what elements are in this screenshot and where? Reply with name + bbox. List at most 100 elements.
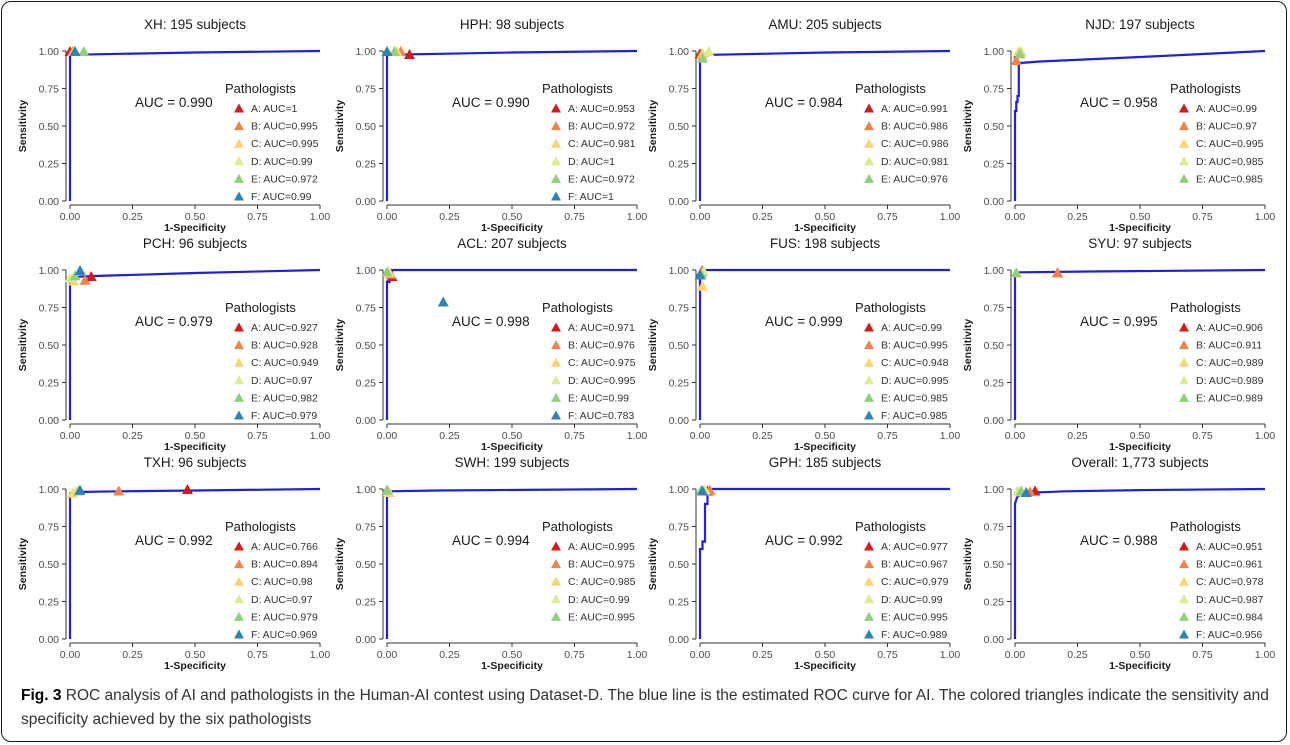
legend-entry: D: AUC=0.995: [881, 375, 949, 387]
roc-panel: HPH: 98 subjects 0.00 0.25 0.50 0.75 1.00 0.00…: [334, 17, 647, 234]
legend-entry: E: AUC=0.976: [881, 173, 948, 185]
y-tick-label: 0.25: [669, 378, 690, 390]
legend-title: Pathologists: [542, 81, 613, 96]
legend-entry: F: AUC=0.979: [251, 410, 317, 422]
x-tick-label: 0.25: [752, 649, 773, 661]
auc-label: AUC = 0.988: [1080, 533, 1158, 548]
y-tick-label: 0.25: [356, 159, 377, 171]
legend-entry: E: AUC=0.984: [1196, 611, 1263, 623]
legend-entry: F: AUC=0.99: [251, 191, 312, 203]
legend-triangle: [864, 357, 874, 367]
y-axis-title: Sensitivity: [962, 319, 974, 372]
x-tick-label: 1.00: [940, 649, 961, 661]
auc-label: AUC = 0.984: [765, 95, 843, 110]
legend-triangle: [864, 121, 874, 131]
legend-triangle: [864, 559, 874, 569]
legend-entry: B: AUC=0.972: [568, 121, 635, 133]
pathologist-marker: [381, 484, 393, 495]
y-tick-label: 0.75: [39, 303, 60, 315]
legend-triangle: [234, 173, 244, 183]
auc-label: AUC = 0.999: [765, 314, 843, 329]
legend-triangle: [1179, 559, 1189, 569]
y-axis-title: Sensitivity: [17, 100, 29, 153]
legend-entry: E: AUC=0.995: [881, 611, 948, 623]
y-tick-label: 0.00: [984, 634, 1005, 646]
legend-triangle: [551, 594, 561, 604]
x-tick-label: 1.00: [1255, 211, 1276, 223]
legend-entry: E: AUC=0.989: [1196, 392, 1263, 404]
x-tick-label: 0.50: [1130, 649, 1151, 661]
panel-title: FUS: 198 subjects: [770, 236, 881, 251]
legend-entry: B: AUC=0.967: [881, 559, 948, 571]
x-tick-label: 1.00: [1255, 649, 1276, 661]
panel-title: SYU: 97 subjects: [1088, 236, 1192, 251]
ai-roc-curve: [68, 487, 321, 639]
legend-triangle: [864, 611, 874, 621]
y-tick-label: 0.75: [39, 522, 60, 534]
y-tick-label: 0.00: [356, 634, 377, 646]
legend-triangle: [864, 392, 874, 402]
legend-triangle: [234, 121, 244, 131]
legend-entry: C: AUC=0.981: [568, 138, 636, 150]
x-axis-title: 1-Specificity: [794, 660, 856, 672]
y-tick-label: 0.00: [669, 196, 690, 208]
pathologist-marker: [78, 46, 90, 56]
legend-title: Pathologists: [855, 81, 926, 96]
panel-title: XH: 195 subjects: [144, 17, 246, 32]
x-tick-label: 1.00: [310, 430, 331, 442]
x-tick-label: 0.50: [815, 430, 836, 442]
pathologist-marker: [697, 52, 708, 63]
legend-entry: A: AUC=0.766: [251, 541, 318, 553]
x-tick-label: 0.25: [1067, 211, 1088, 223]
x-tick-label: 0.75: [564, 211, 585, 223]
legend-triangle: [1179, 322, 1189, 332]
panel-title: PCH: 96 subjects: [143, 236, 248, 251]
x-tick-label: 0.25: [122, 430, 143, 442]
legend-triangle: [551, 173, 561, 183]
legend-triangle: [234, 410, 244, 420]
y-tick-label: 0.50: [984, 559, 1005, 571]
legend-triangle: [234, 156, 244, 166]
y-tick-label: 0.50: [39, 121, 60, 133]
pathologist-marker: [694, 269, 706, 280]
legend-entry: F: AUC=0.989: [881, 629, 947, 641]
legend-triangle: [234, 629, 244, 639]
legend-entry: A: AUC=0.906: [1196, 322, 1263, 334]
legend-title: Pathologists: [542, 519, 613, 534]
x-tick-label: 0.50: [502, 430, 523, 442]
legend-triangle: [551, 611, 561, 621]
y-tick-label: 0.50: [356, 121, 377, 133]
legend-triangle: [864, 410, 874, 420]
y-axis-title: Sensitivity: [17, 319, 29, 372]
legend-entry: D: AUC=0.99: [881, 594, 943, 606]
x-tick-label: 0.00: [690, 649, 711, 661]
roc-panel: NJD: 197 subjects 0.00 0.25 0.50 0.75 1.00 0.0…: [962, 17, 1275, 234]
y-tick-label: 0.25: [39, 597, 60, 609]
legend-triangle: [551, 103, 561, 113]
x-tick-label: 0.25: [1067, 430, 1088, 442]
legend-entry: C: AUC=0.949: [251, 357, 319, 369]
legend-triangle: [551, 576, 561, 586]
legend-triangle: [864, 629, 874, 639]
x-axis-title: 1-Specificity: [481, 660, 543, 672]
legend-triangle: [234, 357, 244, 367]
x-axis-title: 1-Specificity: [794, 441, 856, 453]
legend-title: Pathologists: [1170, 300, 1241, 315]
y-tick-label: 0.75: [39, 84, 60, 96]
legend-triangle: [1179, 629, 1189, 639]
y-tick-label: 1.00: [39, 46, 60, 58]
legend-entry: A: AUC=0.953: [568, 103, 635, 115]
y-tick-label: 0.50: [669, 121, 690, 133]
panel-title: NJD: 197 subjects: [1085, 17, 1195, 32]
x-tick-label: 0.00: [377, 211, 398, 223]
x-tick-label: 0.50: [185, 211, 206, 223]
legend-triangle: [1179, 375, 1189, 385]
legend-entry: B: AUC=0.911: [1196, 340, 1262, 352]
x-tick-label: 0.00: [690, 430, 711, 442]
legend-triangle: [1179, 611, 1189, 621]
auc-label: AUC = 0.998: [452, 314, 530, 329]
roc-panel: XH: 195 subjects 0.00 0.25 0.50 0.75 1.00 0.00…: [17, 17, 330, 234]
x-tick-label: 0.50: [502, 211, 523, 223]
roc-panel: Overall: 1,773 subjects 0.00 0.25 0.50 0.75 1…: [962, 455, 1275, 672]
legend-triangle: [1179, 173, 1189, 183]
